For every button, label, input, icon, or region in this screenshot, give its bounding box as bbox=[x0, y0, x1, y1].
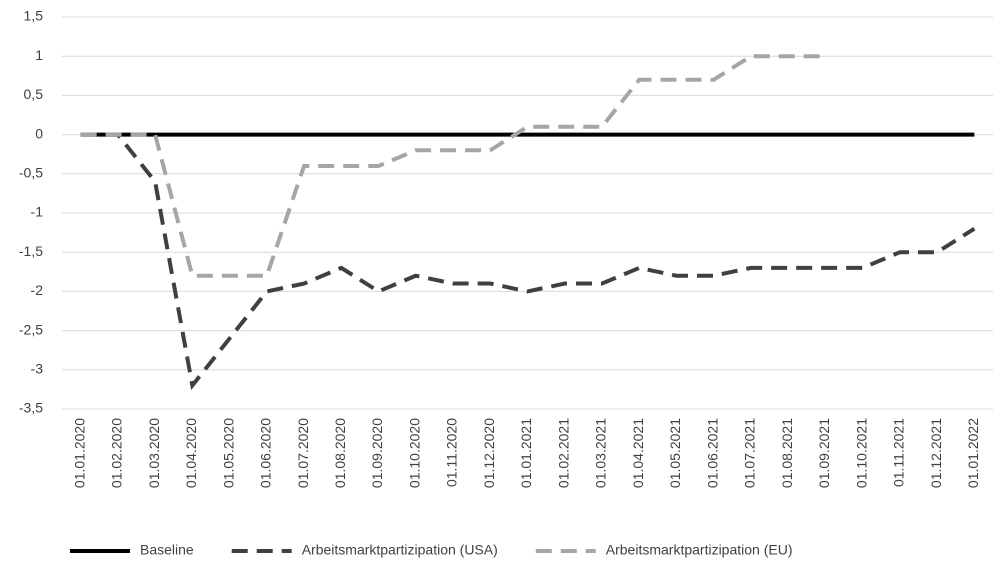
x-tick-label: 01.02.2021 bbox=[555, 418, 571, 488]
x-tick-label: 01.10.2020 bbox=[406, 418, 422, 488]
x-tick-label: 01.09.2020 bbox=[369, 418, 385, 488]
series-line bbox=[80, 54, 826, 278]
x-tick-label: 01.08.2020 bbox=[332, 418, 348, 488]
x-tick-label: 01.06.2020 bbox=[258, 418, 274, 488]
legend-label: Arbeitsmarktpartizipation (USA) bbox=[302, 542, 498, 558]
x-tick-label: 01.04.2021 bbox=[630, 418, 646, 488]
legend-label: Baseline bbox=[140, 542, 194, 558]
y-tick-label: -3,5 bbox=[19, 400, 43, 416]
x-tick-label: 01.01.2022 bbox=[965, 418, 981, 488]
x-tick-label: 01.05.2021 bbox=[667, 418, 683, 488]
y-tick-label: -3 bbox=[31, 361, 44, 377]
legend-label: Arbeitsmarktpartizipation (EU) bbox=[606, 542, 793, 558]
x-tick-label: 01.02.2020 bbox=[109, 418, 125, 488]
x-tick-label: 01.12.2020 bbox=[481, 418, 497, 488]
x-tick-label: 01.01.2021 bbox=[518, 418, 534, 488]
y-tick-label: -2 bbox=[31, 282, 44, 298]
x-tick-label: 01.01.2020 bbox=[71, 418, 87, 488]
x-tick-label: 01.03.2020 bbox=[146, 418, 162, 488]
x-tick-label: 01.10.2021 bbox=[853, 418, 869, 488]
x-tick-label: 01.04.2020 bbox=[183, 418, 199, 488]
y-tick-label: -2,5 bbox=[19, 321, 43, 337]
x-tick-label: 01.08.2021 bbox=[779, 418, 795, 488]
y-tick-label: -0,5 bbox=[19, 165, 43, 181]
x-tick-label: 01.03.2021 bbox=[593, 418, 609, 488]
x-tick-label: 01.11.2020 bbox=[444, 418, 460, 487]
x-tick-label: 01.12.2021 bbox=[928, 418, 944, 488]
y-tick-label: 1,5 bbox=[24, 8, 44, 24]
series-line bbox=[80, 132, 976, 391]
x-tick-label: 01.07.2021 bbox=[742, 418, 758, 488]
y-tick-label: 0 bbox=[35, 125, 43, 141]
y-tick-label: 0,5 bbox=[24, 86, 44, 102]
y-tick-label: -1,5 bbox=[19, 243, 43, 259]
x-tick-label: 01.09.2021 bbox=[816, 418, 832, 488]
x-tick-label: 01.11.2021 bbox=[891, 418, 907, 487]
y-tick-label: -1 bbox=[31, 204, 44, 220]
x-tick-label: 01.07.2020 bbox=[295, 418, 311, 488]
x-tick-label: 01.05.2020 bbox=[220, 418, 236, 488]
x-tick-label: 01.06.2021 bbox=[704, 418, 720, 488]
y-tick-label: 1 bbox=[35, 47, 43, 63]
